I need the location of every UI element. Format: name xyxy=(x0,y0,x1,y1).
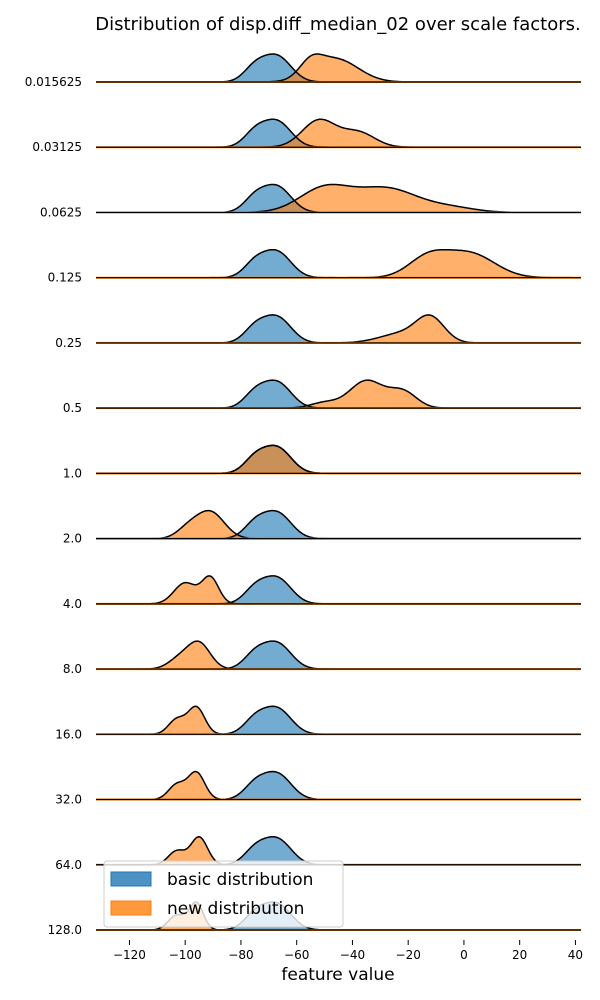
row-label: 0.03125 xyxy=(32,140,82,154)
new-distribution-area xyxy=(96,249,581,278)
basic-distribution-outline xyxy=(96,444,581,475)
row-label: 0.125 xyxy=(48,271,82,285)
new-distribution-outline xyxy=(96,509,581,540)
new-distribution-area xyxy=(96,836,581,865)
row-label: 128.0 xyxy=(48,923,82,937)
legend: basic distribution new distribution xyxy=(103,860,344,928)
x-tick-label: 0 xyxy=(460,948,468,962)
ridge-row: 2.0 xyxy=(63,509,581,546)
row-label: 4.0 xyxy=(63,597,82,611)
new-distribution-area xyxy=(96,575,581,604)
ridge-row: 1.0 xyxy=(63,444,581,480)
x-tick-label: 40 xyxy=(568,948,583,962)
new-distribution-area xyxy=(96,510,581,539)
x-axis-label: feature value xyxy=(281,965,394,985)
row-label: 8.0 xyxy=(63,662,82,676)
basic-distribution-area xyxy=(96,445,581,474)
legend-label-new: new distribution xyxy=(167,899,304,919)
ridge-row: 0.5 xyxy=(63,379,581,415)
row-label: 1.0 xyxy=(63,466,82,480)
row-label: 0.015625 xyxy=(25,75,82,89)
x-tick-label: 20 xyxy=(512,948,527,962)
x-tick-label: −120 xyxy=(113,948,146,962)
legend-swatch-new xyxy=(110,900,152,916)
new-distribution-area xyxy=(96,184,581,213)
ridge-row: 8.0 xyxy=(63,640,581,676)
row-label: 0.5 xyxy=(63,401,82,415)
new-distribution-outline xyxy=(96,314,581,344)
x-axis: −120 −100 −80 −60 −40 −20 0 20 40 xyxy=(113,940,583,962)
new-distribution-area xyxy=(96,706,581,735)
new-distribution-area xyxy=(96,54,581,82)
ridge-row: 0.015625 xyxy=(25,53,581,89)
x-tick-label: −20 xyxy=(396,948,421,962)
ridge-row: 32.0 xyxy=(55,770,581,807)
ridge-row: 0.0625 xyxy=(40,183,581,219)
x-tick-label: −100 xyxy=(169,948,202,962)
basic-distribution-area xyxy=(96,314,581,343)
legend-swatch-basic xyxy=(110,871,152,887)
legend-frame xyxy=(103,860,344,928)
ridge-row: 0.25 xyxy=(55,314,581,350)
new-distribution-area xyxy=(96,380,581,409)
ridge-row: 0.125 xyxy=(48,248,581,285)
row-label: 0.25 xyxy=(55,336,82,350)
row-label: 0.0625 xyxy=(40,205,82,219)
ridge-row: 4.0 xyxy=(63,575,581,611)
ridges-group: 0.015625 0.03125 0.0625 0.125 0.25 0.5 1.0 2.0 4… xyxy=(25,53,581,937)
new-distribution-area xyxy=(96,445,581,474)
legend-label-basic: basic distribution xyxy=(167,870,313,890)
basic-distribution-outline xyxy=(96,314,581,344)
x-tick-label: −40 xyxy=(340,948,365,962)
x-tick-label: −60 xyxy=(284,948,309,962)
x-tick-label: −80 xyxy=(228,948,253,962)
new-distribution-area xyxy=(96,314,581,343)
ridge-row: 0.03125 xyxy=(32,118,581,154)
row-label: 64.0 xyxy=(55,858,82,872)
row-label: 16.0 xyxy=(55,727,82,741)
row-label: 32.0 xyxy=(55,793,82,807)
basic-distribution-outline xyxy=(96,509,581,540)
basic-distribution-area xyxy=(96,510,581,539)
new-distribution-area xyxy=(96,641,581,670)
new-distribution-outline xyxy=(96,444,581,475)
chart-title: Distribution of disp.diff_median_02 over… xyxy=(95,14,580,35)
new-distribution-area xyxy=(96,771,581,800)
row-label: 2.0 xyxy=(63,532,82,546)
ridge-row: 16.0 xyxy=(55,705,581,741)
new-distribution-area xyxy=(96,119,581,148)
